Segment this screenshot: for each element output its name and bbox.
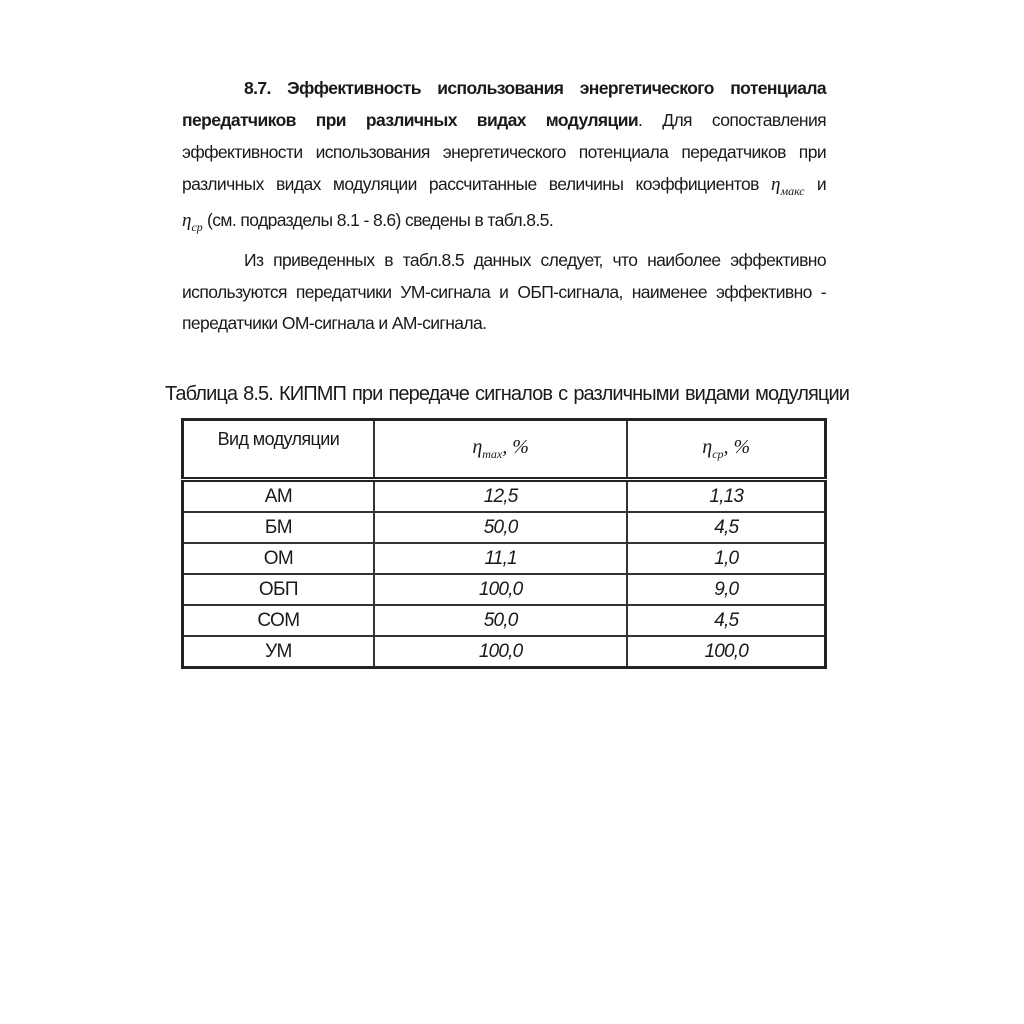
cell-eta-cp: 1,13 — [626, 478, 827, 513]
text-line: передатчиков при различных видах модуляц… — [182, 109, 827, 131]
header-modulation-type: Вид модуляции — [181, 418, 375, 482]
text-line: ηср (см. подразделы 8.1 - 8.6) сведены в… — [182, 209, 826, 238]
cell-eta-cp: 9,0 — [626, 573, 827, 606]
table-row: БМ 50,0 4,5 — [181, 511, 827, 544]
text-segment: . Для сопоставления — [638, 110, 827, 130]
modulation-table: Вид модуляции ηmax, % ηср, % АМ 12,5 1,13 Б… — [181, 418, 827, 669]
table-row: ОБП 100,0 9,0 — [181, 573, 827, 606]
table-header-row: Вид модуляции ηmax, % ηср, % — [181, 418, 827, 482]
cell-eta-cp: 100,0 — [626, 635, 827, 669]
cell-eta-max: 11,1 — [372, 542, 629, 575]
text-segment: различных видах модуляции рассчитанные в… — [182, 174, 759, 194]
text-line: Из приведенных в табл.8.5 данных следует… — [244, 250, 827, 270]
cell-eta-cp: 1,0 — [626, 542, 827, 575]
table-row: УМ 100,0 100,0 — [181, 635, 827, 669]
cell-eta-max: 12,5 — [372, 478, 629, 513]
cell-eta-max: 50,0 — [372, 604, 629, 637]
cell-modulation-type: СОМ — [181, 604, 375, 637]
cell-eta-cp: 4,5 — [626, 604, 827, 637]
cell-eta-max: 100,0 — [372, 573, 629, 606]
text-line: используются передатчики УМ-сигнала и ОБ… — [182, 282, 827, 302]
cell-eta-max: 100,0 — [372, 635, 629, 669]
section-heading: 8.7. Эффективность использования энергет… — [244, 78, 827, 98]
table-row: АМ 12,5 1,13 — [181, 478, 827, 513]
cell-modulation-type: ОБП — [181, 573, 375, 606]
cell-eta-cp: 4,5 — [626, 511, 827, 544]
text-line: передатчики ОМ-сигнала и АМ-сигнала. — [182, 313, 487, 333]
cell-modulation-type: УМ — [181, 635, 375, 669]
text-line: различных видах модуляции рассчитанные в… — [182, 173, 827, 202]
table-row: ОМ 11,1 1,0 — [181, 542, 827, 575]
eta-max-symbol: ηмакс — [771, 174, 805, 198]
text-line: эффективности использования энергетическ… — [182, 142, 827, 162]
text-segment: (см. подразделы 8.1 - 8.6) сведены в таб… — [207, 210, 554, 230]
header-eta-max: ηmax, % — [372, 418, 629, 482]
cell-modulation-type: ОМ — [181, 542, 375, 575]
table-caption: Таблица 8.5. КИПМП при передаче сигналов… — [165, 383, 850, 405]
text-segment: и — [816, 174, 827, 194]
section-heading-cont: передатчиков при различных видах модуляц… — [182, 110, 639, 130]
header-eta-cp: ηср, % — [626, 418, 827, 482]
eta-cp-symbol: ηср — [182, 210, 203, 234]
cell-modulation-type: АМ — [181, 478, 375, 513]
table-row: СОМ 50,0 4,5 — [181, 604, 827, 637]
cell-modulation-type: БМ — [181, 511, 375, 544]
cell-eta-max: 50,0 — [372, 511, 629, 544]
